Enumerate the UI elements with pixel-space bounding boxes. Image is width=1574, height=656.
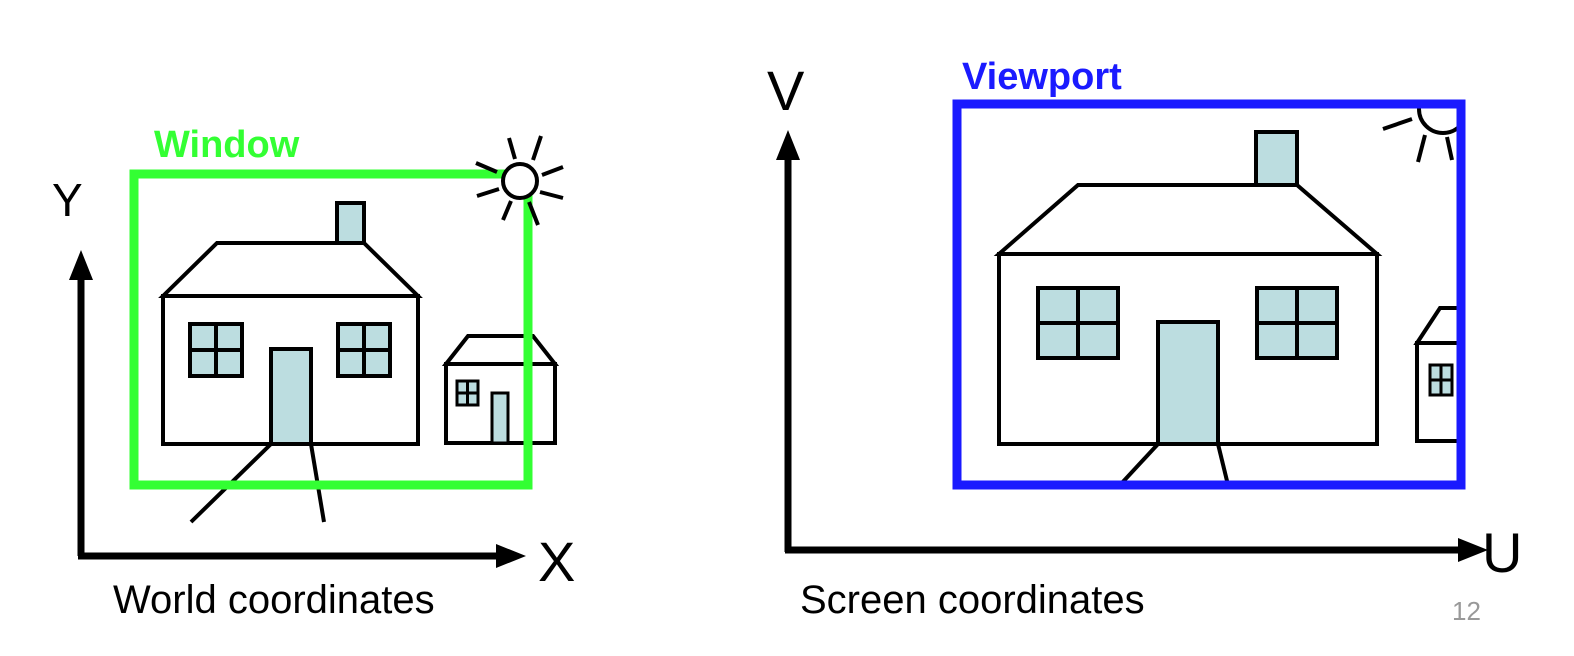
u-axis-arrowhead [1458,538,1488,562]
page-number: 12 [1452,596,1481,626]
small-window [1428,363,1454,397]
small-door [490,391,510,445]
door [269,347,313,446]
path-line [1216,443,1230,485]
x-axis-arrowhead [496,544,526,568]
screen-house [993,130,1383,485]
path-line [1118,442,1160,485]
window-pane [188,322,244,378]
chimney [1254,130,1299,187]
window-label: Window [154,124,300,166]
window-pane [1255,286,1339,360]
small-window [455,379,480,407]
roof [993,183,1383,256]
world-caption: World coordinates [113,578,435,622]
v-axis-arrowhead [776,130,800,160]
x-axis-label: X [538,530,575,593]
y-axis-label: Y [52,174,83,226]
world-axes [69,250,526,568]
chimney [335,201,366,245]
viewport-frame [952,99,1466,490]
v-axis-label: V [767,59,805,122]
world-panel: Window Y X World coordinates [52,124,575,622]
window-frame [129,169,533,490]
world-house [158,201,423,524]
y-axis-arrowhead [69,250,93,280]
small-roof [441,334,560,366]
screen-caption: Screen coordinates [800,578,1145,622]
window-pane [1036,286,1120,360]
window-pane [336,322,392,378]
u-axis-label: U [1482,521,1522,584]
screen-small-house [1413,306,1461,443]
viewport-label: Viewport [962,56,1122,98]
door [1156,320,1220,446]
sun-icon [1382,104,1461,163]
viewport-content [993,104,1461,485]
world-small-house [441,334,560,445]
screen-axes [776,130,1488,562]
sun-icon [475,135,564,226]
roof [158,241,423,298]
screen-panel: Viewport V U Screen coordinates [767,56,1522,622]
